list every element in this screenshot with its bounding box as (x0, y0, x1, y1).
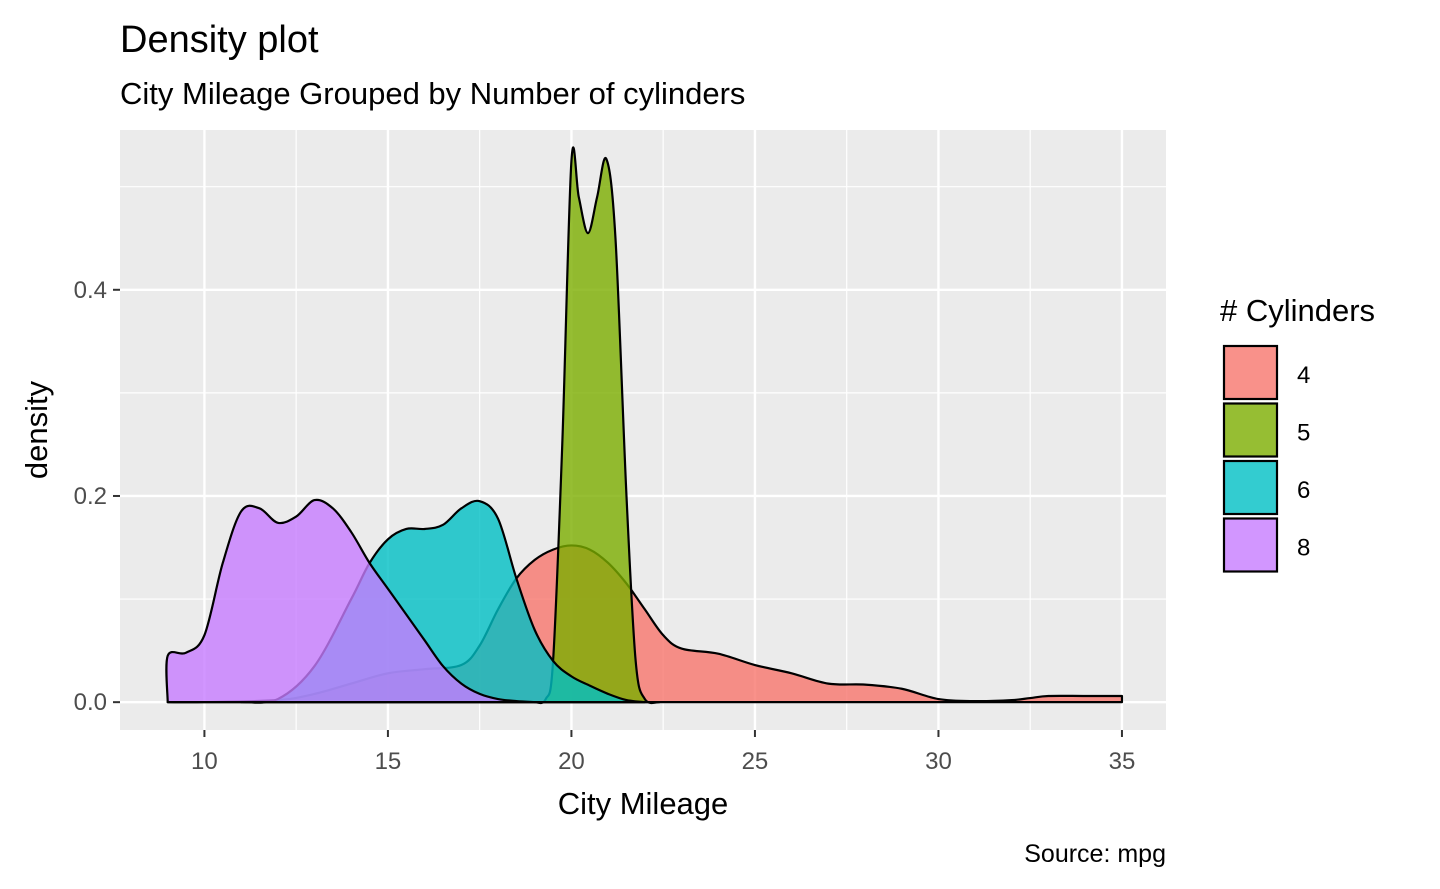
legend-items: 4 5 6 8 (1222, 344, 1310, 573)
y-axis-title: density (19, 380, 54, 479)
legend-key-4 (1222, 344, 1279, 401)
legend-label-5: 5 (1297, 420, 1310, 447)
chart-title: Density plot (120, 19, 319, 61)
chart-subtitle: City Mileage Grouped by Number of cylind… (120, 76, 745, 111)
x-tick-label: 15 (375, 748, 402, 775)
x-tick-label: 35 (1109, 748, 1136, 775)
y-tick-label: 0.0 (74, 689, 107, 716)
legend-label-4: 4 (1297, 362, 1310, 389)
chart-caption: Source: mpg (1024, 840, 1166, 868)
series-layer (165, 146, 1124, 705)
legend-label-6: 6 (1297, 477, 1310, 504)
legend-key-6 (1222, 459, 1279, 516)
density-area-5 (533, 146, 661, 705)
legend-label-8: 8 (1297, 535, 1310, 562)
x-tick-label: 20 (558, 748, 585, 775)
x-tick-label: 30 (925, 748, 952, 775)
y-tick-label: 0.4 (74, 277, 107, 304)
x-tick-label: 10 (191, 748, 218, 775)
legend: # Cylinders 4 5 6 8 (1220, 293, 1375, 573)
x-tick-label: 25 (742, 748, 769, 775)
legend-title: # Cylinders (1220, 293, 1375, 328)
axis-layer: 10 15 20 25 30 35 0.0 0.2 0.4 (74, 277, 1136, 775)
density-area-8 (165, 498, 536, 704)
legend-key-5 (1222, 402, 1279, 458)
legend-key-8 (1222, 517, 1279, 573)
y-tick-label: 0.2 (74, 483, 107, 510)
x-axis-title: City Mileage (558, 786, 729, 821)
